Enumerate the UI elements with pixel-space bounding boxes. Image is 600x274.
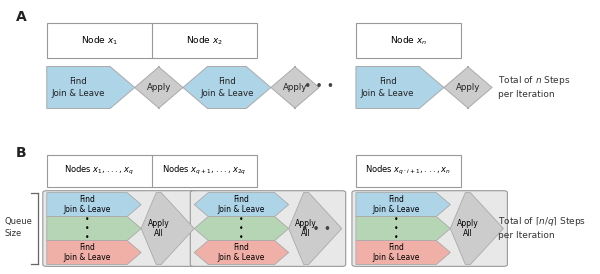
Text: Apply
All: Apply All [148,219,170,238]
Polygon shape [134,67,183,109]
Text: •
•
•: • • • [239,215,244,242]
Polygon shape [47,67,134,109]
Text: Nodes $x_1, ..., x_q$: Nodes $x_1, ..., x_q$ [64,164,134,178]
Polygon shape [444,67,492,109]
Text: Apply: Apply [456,83,480,92]
Polygon shape [194,193,289,216]
FancyBboxPatch shape [352,191,508,266]
Text: Find
Join & Leave: Find Join & Leave [373,243,420,262]
Text: Find
Join & Leave: Find Join & Leave [218,195,265,214]
Text: Find
Join & Leave: Find Join & Leave [218,243,265,262]
Text: Nodes $x_{q\cdot i+1}, ..., x_n$: Nodes $x_{q\cdot i+1}, ..., x_n$ [365,164,452,178]
FancyBboxPatch shape [356,23,461,58]
Text: Find
Join & Leave: Find Join & Leave [63,243,110,262]
Polygon shape [47,193,141,216]
Polygon shape [183,67,271,109]
Polygon shape [194,216,289,241]
Polygon shape [271,67,319,109]
Text: Nodes $x_{q+1}, ..., x_{2q}$: Nodes $x_{q+1}, ..., x_{2q}$ [162,164,247,178]
Text: Node $x_1$: Node $x_1$ [80,35,118,47]
Text: Node $x_2$: Node $x_2$ [185,35,223,47]
Text: •
•
•: • • • [394,215,398,242]
FancyBboxPatch shape [47,155,257,187]
Text: • • •: • • • [304,80,334,93]
Polygon shape [47,241,141,264]
Text: B: B [16,147,26,161]
Text: Apply: Apply [283,83,307,92]
FancyBboxPatch shape [43,191,198,266]
Text: Find
Join & Leave: Find Join & Leave [63,195,110,214]
Polygon shape [356,241,451,264]
Polygon shape [356,216,451,241]
Text: Apply
All: Apply All [457,219,479,238]
Polygon shape [356,67,444,109]
Text: Total of $\lceil n/q \rceil$ Steps
per Iteration: Total of $\lceil n/q \rceil$ Steps per I… [498,215,586,240]
FancyBboxPatch shape [190,191,346,266]
Text: Find
Join & Leave: Find Join & Leave [373,195,420,214]
Text: A: A [16,10,26,24]
Text: Queue
Size: Queue Size [4,218,32,238]
Polygon shape [356,193,451,216]
Text: Node $x_n$: Node $x_n$ [390,35,427,47]
Polygon shape [141,193,194,264]
Text: Find
Join & Leave: Find Join & Leave [200,78,254,98]
Text: •
•
•: • • • [85,215,89,242]
Polygon shape [194,241,289,264]
Text: Apply: Apply [146,83,171,92]
Text: Find
Join & Leave: Find Join & Leave [361,78,415,98]
Text: • • •: • • • [301,223,331,236]
Polygon shape [451,193,503,264]
FancyBboxPatch shape [47,23,257,58]
Text: Total of $n$ Steps
per Iteration: Total of $n$ Steps per Iteration [498,75,570,99]
Polygon shape [47,216,141,241]
Text: Apply
All: Apply All [295,219,317,238]
FancyBboxPatch shape [356,155,461,187]
Text: Find
Join & Leave: Find Join & Leave [52,78,105,98]
Polygon shape [289,193,342,264]
